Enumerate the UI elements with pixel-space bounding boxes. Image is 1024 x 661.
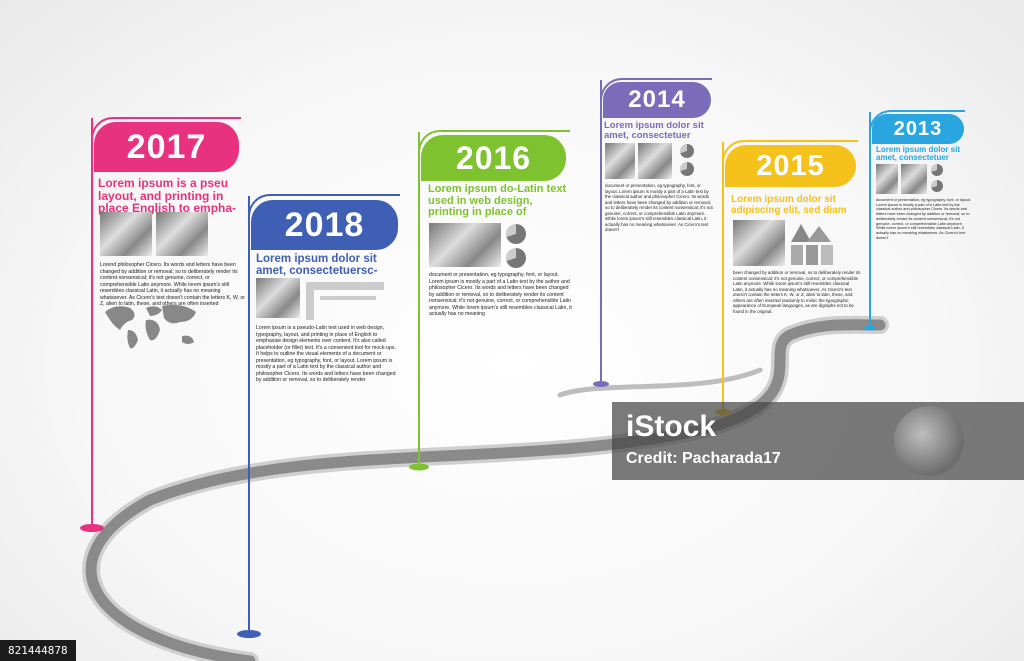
year-label-2015: 2015 bbox=[756, 149, 825, 182]
year-label-2017: 2017 bbox=[126, 127, 207, 166]
flag-frame-2017 bbox=[91, 117, 241, 149]
thumbnail-2015 bbox=[733, 220, 785, 266]
pole-2017 bbox=[91, 118, 93, 528]
thumbnail-2013-b bbox=[901, 164, 927, 194]
pole-base-2013 bbox=[864, 325, 876, 331]
year-flag-2017[interactable]: 2017 bbox=[94, 122, 239, 172]
body-text-2016: document or presentation, eg typography,… bbox=[429, 272, 572, 317]
year-flag-2018[interactable]: 2018 bbox=[251, 200, 398, 250]
thumbnail-2013-a bbox=[876, 164, 898, 194]
headline-2016: Lorem ipsum do-Latin text used in web de… bbox=[428, 183, 567, 219]
watermark-credit: Credit: Pacharada17 bbox=[626, 450, 781, 467]
flag-frame-2014 bbox=[600, 78, 712, 104]
pie-icon-2016 bbox=[506, 224, 526, 244]
year-label-2018: 2018 bbox=[284, 205, 365, 244]
pole-2018 bbox=[248, 196, 250, 634]
flag-frame-2018 bbox=[248, 194, 400, 226]
year-flag-2015[interactable]: 2015 bbox=[725, 145, 856, 187]
pole-2016 bbox=[418, 132, 420, 467]
year-label-2014: 2014 bbox=[628, 86, 686, 113]
flag-frame-2015 bbox=[722, 140, 858, 170]
pole-base-2014 bbox=[593, 381, 609, 387]
body-text-2017: Lorend philosopher Cicero. Its words and… bbox=[100, 262, 245, 307]
world-map-icon bbox=[105, 304, 196, 349]
thumbnail-2017-a bbox=[100, 212, 152, 256]
flag-frame-2016 bbox=[418, 130, 570, 162]
thumbnail-2017-b bbox=[156, 212, 208, 256]
year-label-2016: 2016 bbox=[455, 139, 532, 176]
headline-2017: Lorem ipsum is a pseu layout, and printi… bbox=[98, 176, 237, 216]
year-flag-2016[interactable]: 2016 bbox=[421, 135, 566, 181]
body-text-2015: been changed by addition or removal, so … bbox=[733, 270, 861, 314]
road-far-segment bbox=[557, 367, 763, 398]
road-shadow bbox=[82, 315, 889, 661]
headline-2014: Lorem ipsum dolor sit amet, consectetuer bbox=[604, 120, 704, 141]
year-flag-2014[interactable]: 2014 bbox=[603, 82, 711, 118]
pie-icon-2014 bbox=[680, 144, 694, 158]
bar-graphic-2018 bbox=[306, 282, 384, 320]
body-text-2013: document or presentation, eg typography,… bbox=[876, 198, 972, 240]
thumbnail-2016 bbox=[429, 223, 501, 267]
bar-graphic-2018-b bbox=[320, 296, 376, 300]
pie-icon-2016-b bbox=[506, 248, 526, 268]
watermark-banner: iStock Credit: Pacharada17 bbox=[612, 402, 1024, 480]
pole-base-2018 bbox=[237, 630, 261, 638]
headline-2013: Lorem ipsum dolor sit amet, consectetuer bbox=[876, 145, 961, 163]
pole-base-2017 bbox=[80, 524, 104, 532]
pie-icon-2013-b bbox=[931, 180, 943, 192]
mountain-chart-2015 bbox=[791, 224, 833, 265]
stock-id-label: 821444878 bbox=[0, 640, 76, 661]
road bbox=[85, 319, 886, 661]
headline-2018: Lorem ipsum dolor sit amet, consectetuer… bbox=[256, 253, 378, 278]
pole-base-2016 bbox=[409, 463, 429, 471]
thumbnail-2014-a bbox=[605, 143, 635, 179]
watermark-brand: iStock bbox=[626, 410, 717, 443]
thumbnail-2018 bbox=[256, 278, 300, 318]
pie-icon-2014-b bbox=[680, 162, 694, 176]
year-label-2013: 2013 bbox=[893, 117, 943, 140]
pole-2013 bbox=[869, 112, 871, 328]
year-flag-2013[interactable]: 2013 bbox=[872, 114, 964, 144]
body-text-2018: Lorem ipsum is a pseudo-Latin text used … bbox=[256, 325, 396, 383]
watermark-logo-icon bbox=[894, 406, 964, 476]
pole-2014 bbox=[600, 80, 602, 384]
pole-2015 bbox=[722, 142, 724, 412]
body-text-2014: document or presentation, eg typography,… bbox=[605, 183, 713, 232]
headline-2015: Lorem ipsum dolor sit adipiscing elit, s… bbox=[731, 194, 847, 216]
thumbnail-2014-b bbox=[638, 143, 672, 179]
pie-icon-2013 bbox=[931, 164, 943, 176]
